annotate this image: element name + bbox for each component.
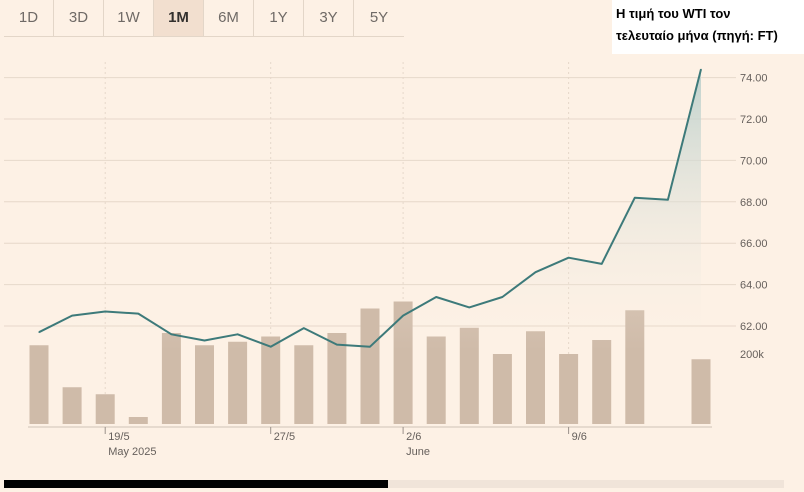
price-point [601,263,603,265]
x-tick-label: 9/6 [572,431,587,443]
tab-1w[interactable]: 1W [104,0,154,36]
volume-tick-label: 200k [740,349,764,361]
price-point [369,346,371,348]
caption-line-1: Η τιμή του WTI τον [616,6,731,21]
tab-1d[interactable]: 1D [4,0,54,36]
price-point [568,257,570,259]
tab-3d[interactable]: 3D [54,0,104,36]
tab-6m[interactable]: 6M [204,0,254,36]
volume-bar [29,345,49,424]
volume-bar [62,387,82,424]
price-point [303,327,305,329]
price-point [534,271,537,273]
chart-scrollbar[interactable] [4,480,784,488]
x-tick-label: 2/6 [406,431,421,443]
volume-bar [95,394,115,424]
volume-bar [327,333,347,424]
y-tick-label: 64.00 [740,280,768,292]
tab-5y[interactable]: 5Y [369,9,389,26]
price-point [237,333,239,335]
price-point [203,339,206,342]
volume-bar [459,327,479,424]
volume-bar [691,359,711,424]
timeframe-tabs: 1D 3D 1W 1M 6M 1Y 3Y 5Y [4,0,404,37]
x-tick-sublabel: May 2025 [108,446,156,458]
price-point [468,306,470,308]
price-point [634,197,636,199]
y-tick-label: 62.00 [740,321,768,333]
chart-caption: Η τιμή του WTI τον τελευταίο μήνα (πηγή:… [612,0,804,54]
tab-3y[interactable]: 3Y [304,0,354,36]
price-area [39,69,701,351]
x-tick-label: 27/5 [274,431,295,443]
x-tick-sublabel: June [406,446,430,458]
price-point [104,310,106,313]
tab-1y[interactable]: 1Y [254,0,304,36]
volume-bar [526,331,545,424]
volume-bar [161,333,181,424]
price-point [667,199,669,201]
price-point [700,68,702,70]
tab-1m[interactable]: 1M [154,0,204,36]
caption-line-2: τελευταίο μήνα (πηγή: FT) [616,28,778,43]
price-point [38,331,40,333]
y-tick-label: 74.00 [740,73,768,85]
volume-bar [228,341,248,424]
volume-bar [426,336,446,424]
volume-bar [195,345,214,424]
volume-bar [492,354,512,424]
volume-bar [128,417,148,424]
price-point [402,315,404,317]
price-point [336,344,338,346]
price-point [501,296,503,298]
volume-bar [294,345,314,424]
y-tick-label: 68.00 [740,197,768,209]
price-point [71,315,73,317]
price-point [270,346,272,348]
price-point [137,312,139,315]
x-tick-label: 19/5 [108,431,129,443]
price-point [435,296,437,298]
price-chart: 62.00 64.00 66.00 68.00 70.00 72.00 74.00 200k 1… [4,62,768,458]
y-tick-label: 70.00 [740,155,768,167]
volume-bar [261,336,281,424]
volume-bar [592,340,612,424]
y-tick-label: 72.00 [740,114,768,126]
volume-bar [360,308,380,424]
scrollbar-thumb[interactable] [4,480,388,488]
price-point [170,333,172,335]
volume-bar [559,354,579,424]
y-tick-label: 66.00 [740,238,768,250]
